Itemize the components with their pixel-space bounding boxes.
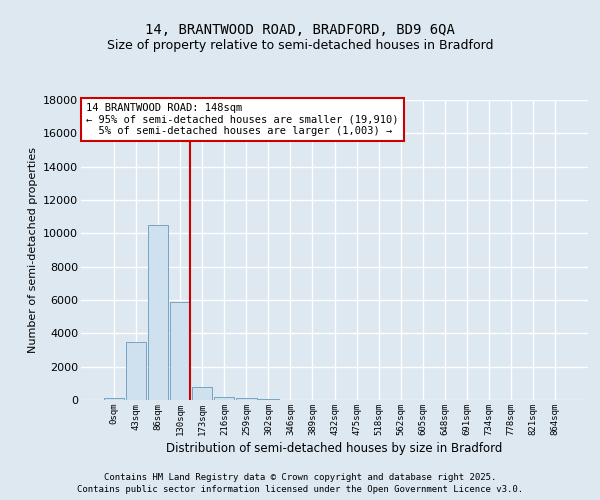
Text: Contains public sector information licensed under the Open Government Licence v3: Contains public sector information licen…	[77, 485, 523, 494]
Text: 14 BRANTWOOD ROAD: 148sqm
← 95% of semi-detached houses are smaller (19,910)
  5: 14 BRANTWOOD ROAD: 148sqm ← 95% of semi-…	[86, 103, 398, 136]
X-axis label: Distribution of semi-detached houses by size in Bradford: Distribution of semi-detached houses by …	[166, 442, 503, 455]
Text: Size of property relative to semi-detached houses in Bradford: Size of property relative to semi-detach…	[107, 40, 493, 52]
Bar	[104, 398, 124, 400]
Bar	[126, 342, 146, 400]
Bar	[170, 302, 190, 400]
Y-axis label: Number of semi-detached properties: Number of semi-detached properties	[28, 147, 38, 353]
Bar	[236, 398, 257, 400]
Bar	[258, 399, 278, 400]
Bar	[214, 396, 235, 400]
Bar	[148, 225, 169, 400]
Bar	[192, 386, 212, 400]
Text: Contains HM Land Registry data © Crown copyright and database right 2025.: Contains HM Land Registry data © Crown c…	[104, 472, 496, 482]
Text: 14, BRANTWOOD ROAD, BRADFORD, BD9 6QA: 14, BRANTWOOD ROAD, BRADFORD, BD9 6QA	[145, 24, 455, 38]
